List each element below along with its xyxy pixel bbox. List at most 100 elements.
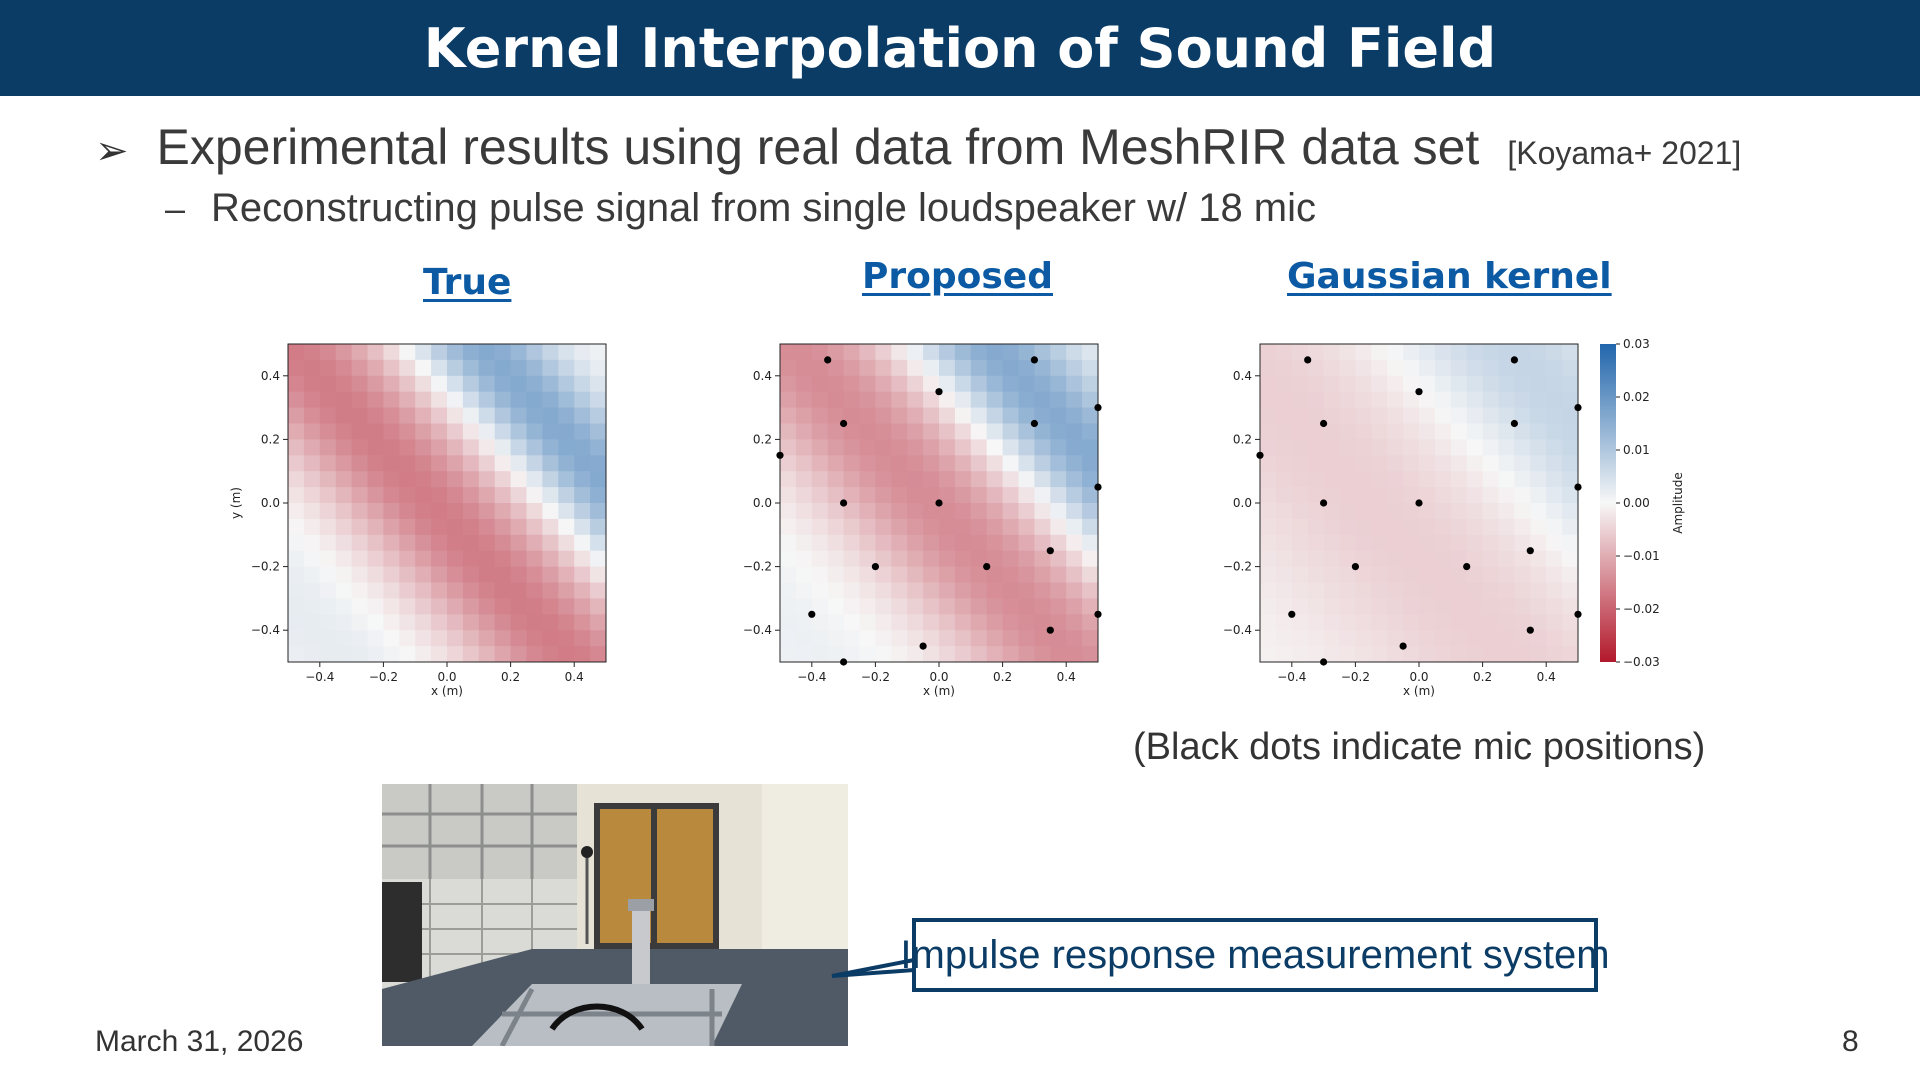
heatmap-cell xyxy=(1002,359,1019,377)
heatmap-cell xyxy=(1482,439,1499,456)
heatmap-cell xyxy=(510,375,527,393)
heatmap-cell xyxy=(1371,359,1388,377)
heatmap-cell xyxy=(827,518,845,536)
heatmap-cell xyxy=(1260,598,1277,615)
heatmap-cell xyxy=(907,503,924,520)
panel-title-proposed: Proposed xyxy=(862,256,1053,297)
heatmap-cell xyxy=(1498,439,1515,456)
heatmap-cell xyxy=(1291,518,1309,536)
heatmap-cell xyxy=(542,344,559,361)
heatmap-cell xyxy=(431,423,448,440)
heatmap-cell xyxy=(288,455,305,472)
heatmap-cell xyxy=(494,375,512,393)
heatmap-cell xyxy=(1419,582,1436,599)
heatmap-cell xyxy=(431,646,448,663)
heatmap-cell xyxy=(954,550,972,568)
heatmap-cell xyxy=(1002,614,1019,631)
heatmap-cell xyxy=(1339,598,1356,615)
heatmap-cell xyxy=(891,487,908,504)
heatmap-cell xyxy=(494,598,512,615)
mic-position-dot xyxy=(840,499,848,507)
heatmap-cell xyxy=(907,614,924,631)
heatmap-cell xyxy=(447,423,464,440)
heatmap-cell xyxy=(367,471,384,488)
heatmap-cell xyxy=(811,487,829,504)
heatmap-cell xyxy=(1419,359,1436,377)
heatmap-cell xyxy=(1419,344,1436,361)
heatmap-cell xyxy=(383,487,400,504)
heatmap-gaussian-kernel: −0.4 −0.2 0.0 0.2 0.4 0.4 0.2 0.0 −0.2 −0.4 x (m) 0… xyxy=(1192,330,1712,705)
heatmap-cell xyxy=(1323,614,1340,631)
bullet-level1: ➢ Experimental results using real data f… xyxy=(95,118,1741,176)
heatmap-cell xyxy=(1260,614,1277,631)
heatmap-cell xyxy=(367,614,384,631)
heatmap-cell xyxy=(1546,566,1563,583)
heatmap-cell xyxy=(954,630,972,647)
heatmap-cell xyxy=(1482,550,1499,568)
heatmap-cell xyxy=(1419,646,1436,663)
heatmap-cell xyxy=(970,423,988,440)
heatmap-cell xyxy=(1546,646,1563,663)
heatmap-cell xyxy=(1546,550,1563,568)
heatmap-cell xyxy=(574,550,591,568)
heatmap-cell xyxy=(415,359,432,377)
heatmap-cell xyxy=(447,439,464,456)
heatmap-cell xyxy=(939,344,956,361)
heatmap-cell xyxy=(1482,534,1499,552)
heatmap-cell xyxy=(875,407,892,424)
heatmap-cell xyxy=(1546,439,1563,456)
heatmap-cell xyxy=(1530,598,1547,615)
heatmap-cell xyxy=(288,550,305,568)
mic-position-dot xyxy=(840,658,848,666)
heatmap-cell xyxy=(1450,423,1468,440)
heatmap-cell xyxy=(1307,598,1325,615)
heatmap-cell xyxy=(1562,344,1579,361)
heatmap-cell xyxy=(1482,423,1499,440)
heatmap-cell xyxy=(574,646,591,663)
heatmap-cell xyxy=(1371,534,1388,552)
heatmap-cell xyxy=(1546,630,1563,647)
heatmap-cell xyxy=(795,471,813,488)
heatmap-cell xyxy=(1450,391,1468,409)
mic-position-dot xyxy=(1094,483,1102,491)
heatmap-cell xyxy=(1530,518,1547,536)
heatmap-cell xyxy=(288,471,305,488)
heatmap-cell xyxy=(875,582,892,599)
y-axis-label: y (m) xyxy=(229,487,243,519)
heatmap-cell xyxy=(590,375,607,393)
heatmap-cell xyxy=(526,471,543,488)
heatmap-cell xyxy=(383,344,400,361)
page-number: 8 xyxy=(1842,1025,1859,1058)
heatmap-cell xyxy=(970,359,988,377)
heatmap-cell xyxy=(303,359,321,377)
heatmap-cell xyxy=(447,598,464,615)
heatmap-cell xyxy=(1419,550,1436,568)
heatmap-cell xyxy=(780,455,797,472)
heatmap-cell xyxy=(399,534,416,552)
heatmap-cell xyxy=(526,630,543,647)
heatmap-cell xyxy=(795,375,813,393)
heatmap-cell xyxy=(795,407,813,424)
heatmap-cell xyxy=(1434,359,1452,377)
heatmap-cell xyxy=(1291,534,1309,552)
x-tick-label: 0.2 xyxy=(993,670,1012,684)
heatmap-cell xyxy=(1355,518,1372,536)
heatmap-cell xyxy=(319,518,337,536)
heatmap-cell xyxy=(367,375,384,393)
heatmap-cell xyxy=(1291,582,1309,599)
heatmap-cell xyxy=(986,566,1004,583)
mic-position-dot xyxy=(1256,451,1264,459)
heatmap-cell xyxy=(1066,423,1083,440)
heatmap-cell xyxy=(859,391,876,409)
heatmap-cell xyxy=(1034,550,1051,568)
heatmap-cell xyxy=(590,630,607,647)
heatmap-cell xyxy=(415,407,432,424)
heatmap-cell xyxy=(1307,534,1325,552)
heatmap-cell xyxy=(1066,550,1083,568)
heatmap-cell xyxy=(1034,646,1051,663)
heatmap-cell xyxy=(1050,503,1067,520)
heatmap-cell xyxy=(574,455,591,472)
heatmap-cell xyxy=(494,503,512,520)
heatmap-cell xyxy=(907,646,924,663)
heatmap-cell xyxy=(1482,646,1499,663)
